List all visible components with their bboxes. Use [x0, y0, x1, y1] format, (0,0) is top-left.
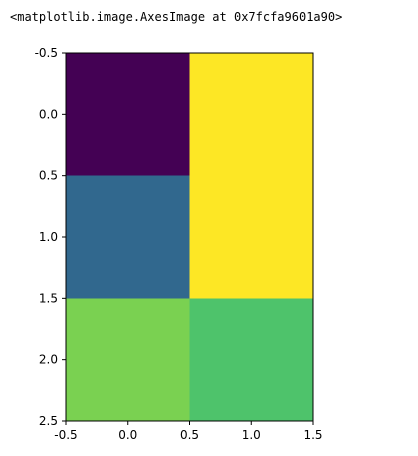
y-tick-label-0: -0.5 — [35, 46, 58, 60]
heatmap-cell-r0-c1 — [189, 53, 313, 176]
y-tick-label-1: 0.0 — [39, 107, 58, 121]
heatmap-cells — [66, 53, 313, 421]
y-tick-label-4: 1.5 — [39, 291, 58, 305]
y-tick-label-3: 1.0 — [39, 230, 58, 244]
x-axis-ticks: -0.5 0.0 0.5 1.0 1.5 — [54, 421, 323, 442]
x-tick-label-2: 0.5 — [180, 428, 199, 442]
x-tick-label-3: 1.0 — [242, 428, 261, 442]
x-tick-label-4: 1.5 — [303, 428, 322, 442]
x-tick-label-1: 0.0 — [118, 428, 137, 442]
y-tick-label-5: 2.0 — [39, 353, 58, 367]
heatmap-cell-r2-c1 — [189, 298, 313, 421]
x-tick-label-0: -0.5 — [54, 428, 77, 442]
heatmap-cell-r1-c0 — [66, 175, 190, 299]
heatmap-cell-r0-c0 — [66, 53, 190, 176]
cell-output-text: <matplotlib.image.AxesImage at 0x7fcfa96… — [10, 10, 343, 24]
y-tick-label-2: 0.5 — [39, 169, 58, 183]
y-axis-ticks: -0.5 0.0 0.5 1.0 1.5 2.0 2.5 — [35, 46, 66, 428]
y-tick-label-6: 2.5 — [39, 414, 58, 428]
heatmap-cell-r2-c0 — [66, 298, 190, 421]
heatmap-cell-r1-c1 — [189, 175, 313, 299]
